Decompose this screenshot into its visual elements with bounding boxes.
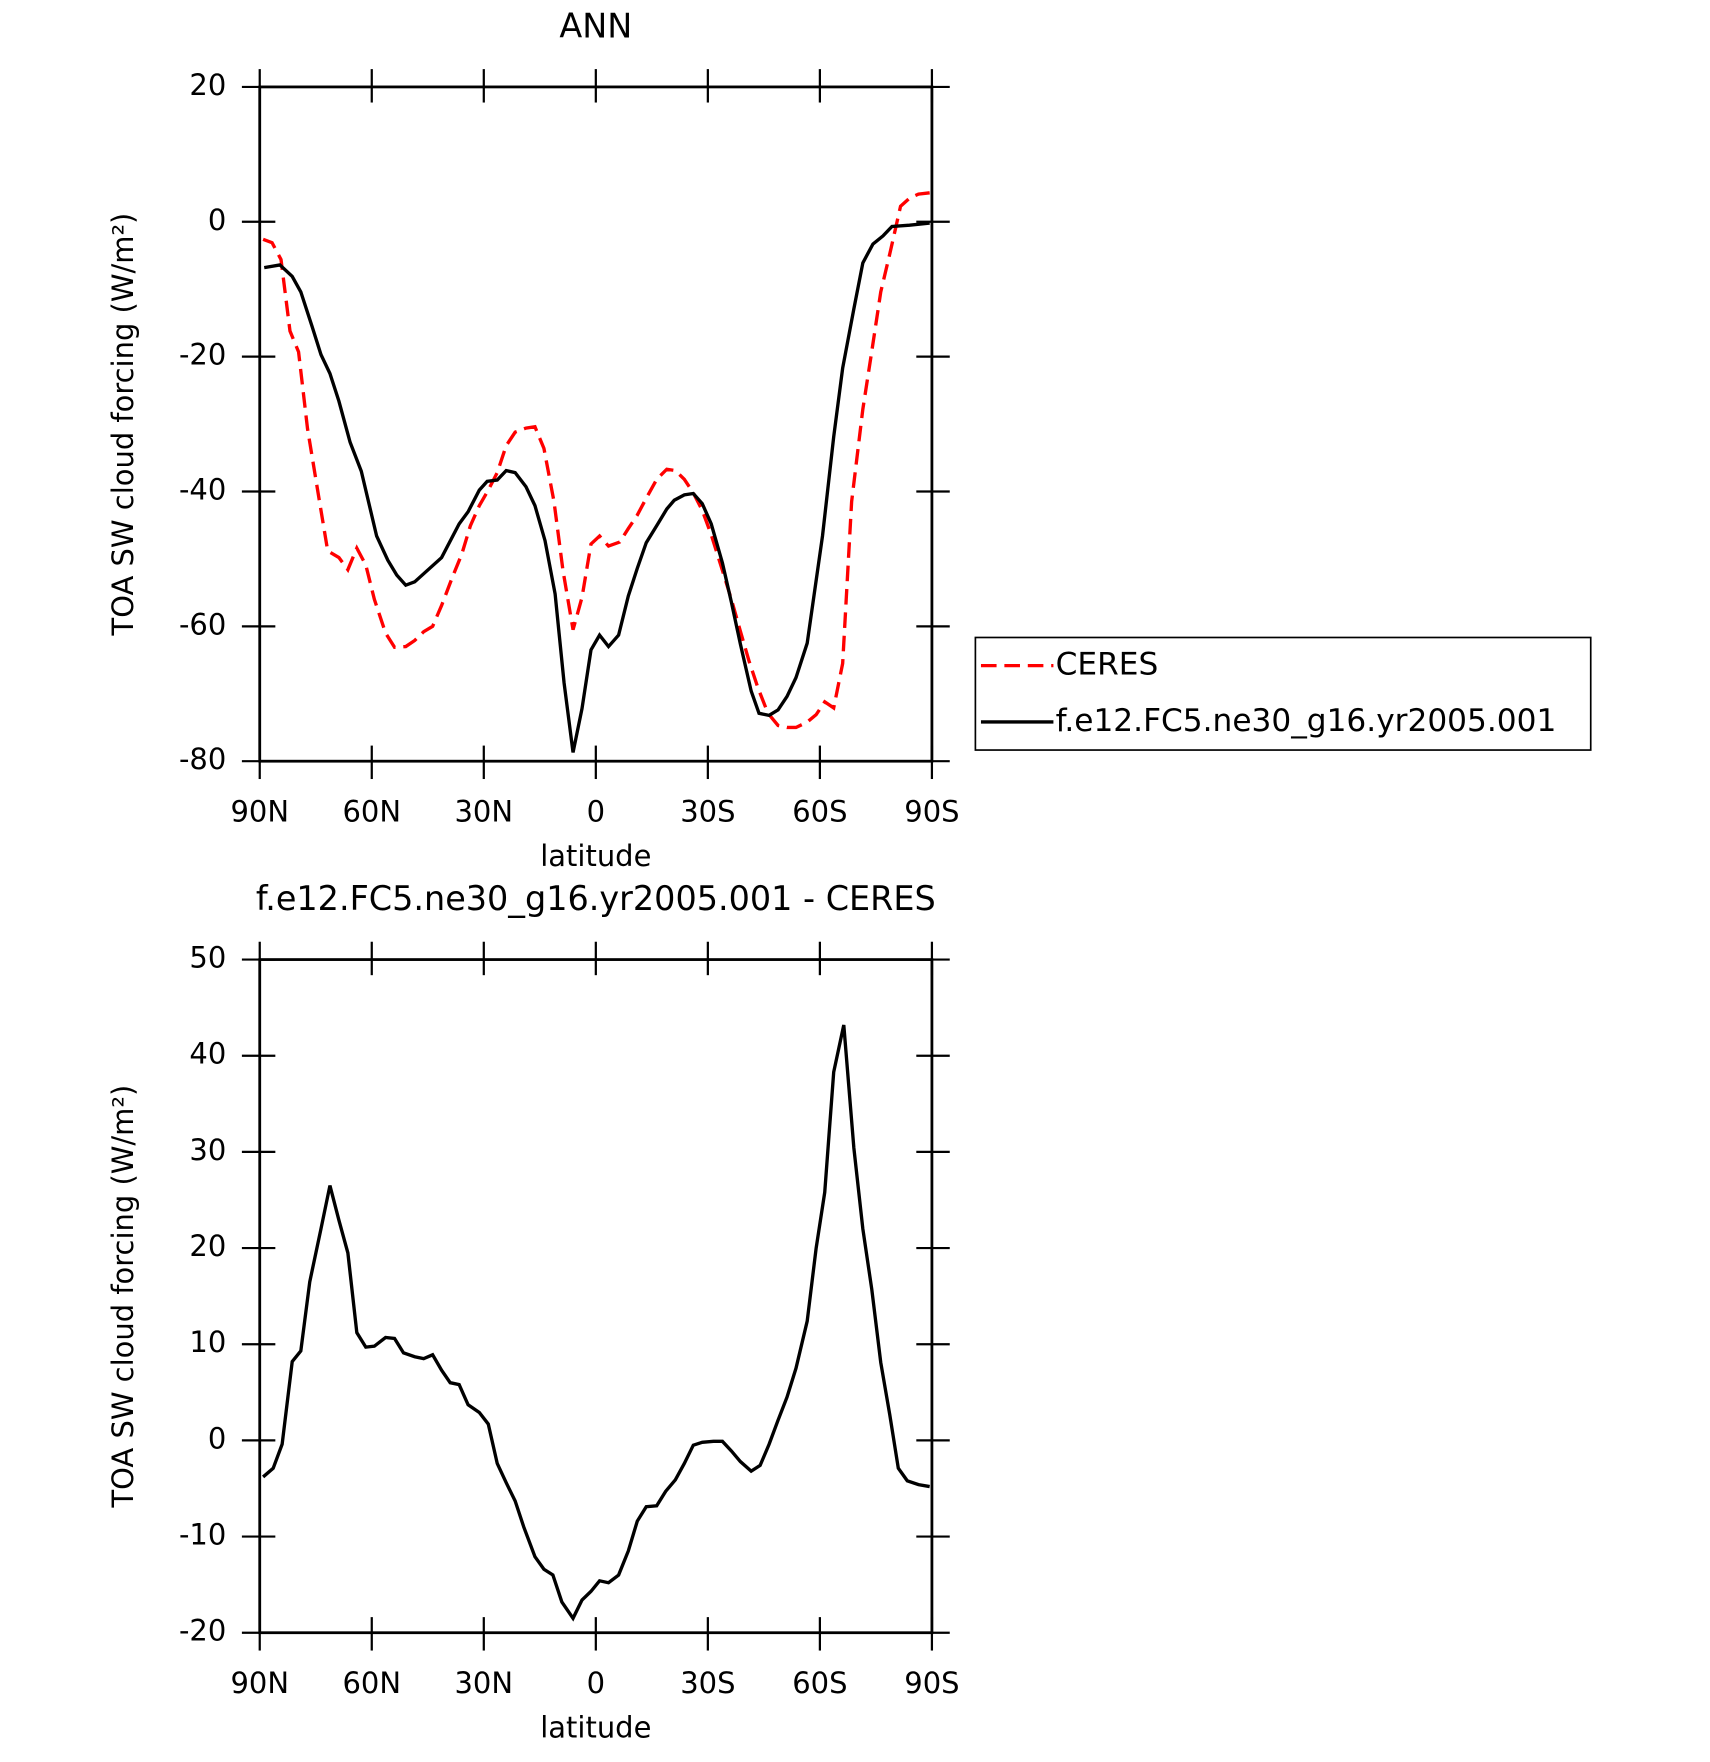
data-line <box>263 221 930 753</box>
x-tick-label: 60N <box>342 795 401 829</box>
x-tick-label: 60N <box>342 1666 401 1700</box>
legend-box <box>974 636 1592 751</box>
y-tick-label: -40 <box>179 472 226 506</box>
y-tick-label: 0 <box>208 1421 226 1455</box>
y-tick-label: 30 <box>189 1133 226 1167</box>
x-axis-label: latitude <box>540 839 651 873</box>
x-tick-label: 30S <box>680 795 735 829</box>
y-tick-label: 20 <box>189 1229 226 1263</box>
y-tick-label: 10 <box>189 1325 226 1359</box>
y-tick-label: -20 <box>179 338 226 372</box>
y-tick-label: 40 <box>189 1037 226 1071</box>
y-axis-label: TOA SW cloud forcing (W/m²) <box>106 1085 140 1509</box>
y-tick-label: -10 <box>179 1518 226 1552</box>
x-tick-label: 60S <box>792 795 847 829</box>
data-line <box>262 191 930 730</box>
x-tick-label: 30N <box>455 1666 514 1700</box>
x-tick-label: 0 <box>587 1666 605 1700</box>
y-tick-label: 20 <box>189 68 226 102</box>
x-tick-label: 60S <box>792 1666 847 1700</box>
y-tick-label: -20 <box>179 1614 226 1648</box>
x-tick-label: 30S <box>680 1666 735 1700</box>
x-tick-label: 90N <box>230 1666 289 1700</box>
plot-frame <box>258 85 934 763</box>
data-line <box>262 1024 930 1622</box>
legend-label: f.e12.FC5.ne30_g16.yr2005.001 <box>1056 703 1557 739</box>
x-tick-label: 90N <box>230 795 289 829</box>
x-tick-label: 30N <box>455 795 514 829</box>
x-tick-label: 90S <box>904 795 959 829</box>
y-tick-label: -60 <box>179 607 226 641</box>
x-axis-label: latitude <box>540 1711 651 1745</box>
y-tick-label: -80 <box>179 742 226 776</box>
y-tick-label: 50 <box>189 941 226 975</box>
x-tick-label: 90S <box>904 1666 959 1700</box>
legend-label: CERES <box>1056 647 1159 683</box>
y-tick-label: 0 <box>208 203 226 237</box>
chart-title: ANN <box>559 6 632 45</box>
x-tick-label: 0 <box>587 795 605 829</box>
y-axis-label: TOA SW cloud forcing (W/m²) <box>106 213 140 637</box>
chart-title: f.e12.FC5.ne30_g16.yr2005.001 - CERES <box>256 879 936 918</box>
plot-frame <box>258 958 934 1635</box>
